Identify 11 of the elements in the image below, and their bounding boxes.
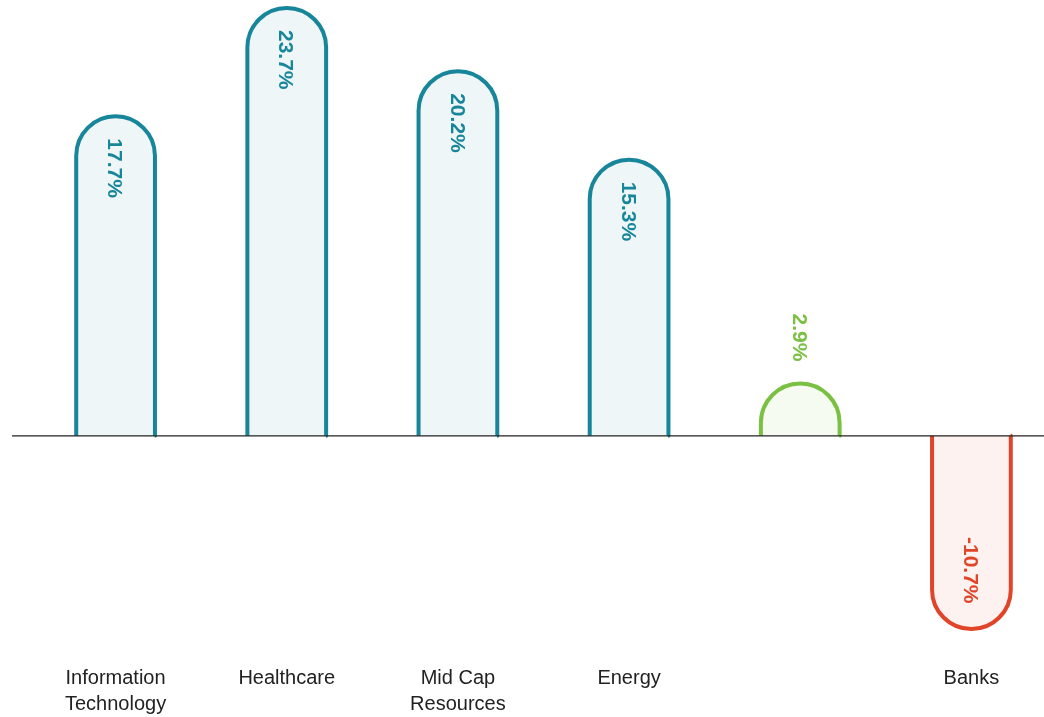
data-label: -10.7% [960, 537, 984, 604]
data-label: 2.9% [788, 313, 812, 362]
x-tick-label: Information Technology [64, 666, 167, 714]
data-label: 23.7% [275, 30, 299, 90]
data-label: 15.3% [617, 181, 641, 242]
x-tick-label: Healthcare [238, 666, 336, 688]
x-tick-label: Mid Cap Resources [410, 666, 506, 714]
data-label: 20.2% [446, 93, 470, 154]
data-label: 17.7% [104, 138, 128, 199]
x-tick-label: Banks [943, 666, 1000, 688]
x-tick-label: Energy [597, 666, 661, 688]
